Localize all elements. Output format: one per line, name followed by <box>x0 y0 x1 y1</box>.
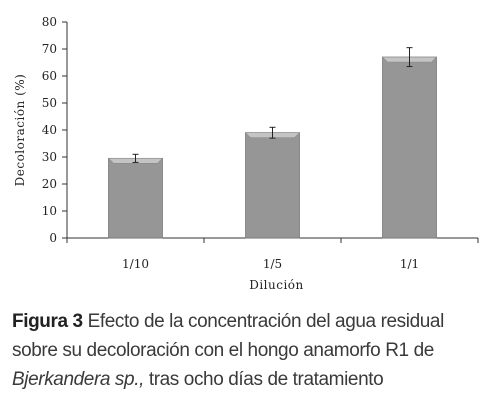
y-tick-label: 0 <box>49 231 57 245</box>
figure-label: Figura 3 <box>12 311 83 332</box>
x-axis-title: Dilución <box>249 278 304 292</box>
bar-group <box>381 47 438 239</box>
y-tick-label: 50 <box>42 96 57 110</box>
bar-group <box>244 126 301 239</box>
x-tick-label: 1/1 <box>400 257 419 271</box>
bar <box>108 157 163 239</box>
caption-line-3: tras ocho días de tratamiento <box>143 369 384 390</box>
bar <box>382 56 437 239</box>
caption-line-2: sobre su decoloración con el hongo anamo… <box>12 340 434 361</box>
caption-line-1: Efecto de la concentración del agua resi… <box>82 311 445 332</box>
bars <box>107 47 438 239</box>
x-tick-label: 1/5 <box>263 257 282 271</box>
y-tick-label: 30 <box>42 150 57 164</box>
y-tick-label: 20 <box>42 177 57 191</box>
y-tick-label: 80 <box>42 15 57 29</box>
y-tick-label: 60 <box>42 69 57 83</box>
x-axis: 1/10 1/5 1/1 <box>66 237 479 271</box>
y-axis: 0 10 20 30 40 50 60 70 80 <box>42 15 68 245</box>
y-tick-label: 40 <box>42 123 57 137</box>
bar-chart: 0 10 20 30 40 50 60 70 80 1/10 1/5 1/1 Decoloració… <box>13 15 479 292</box>
x-tick-label: 1/10 <box>122 257 149 271</box>
figure-caption: Figura 3 Efecto de la concentración del … <box>12 307 490 394</box>
y-axis-title: Decoloración (%) <box>13 74 27 187</box>
caption-species: Bjerkandera sp., <box>12 369 144 390</box>
y-tick-label: 10 <box>42 204 57 218</box>
bar <box>245 132 300 239</box>
bar-group <box>107 153 164 239</box>
y-tick-label: 70 <box>42 42 57 56</box>
